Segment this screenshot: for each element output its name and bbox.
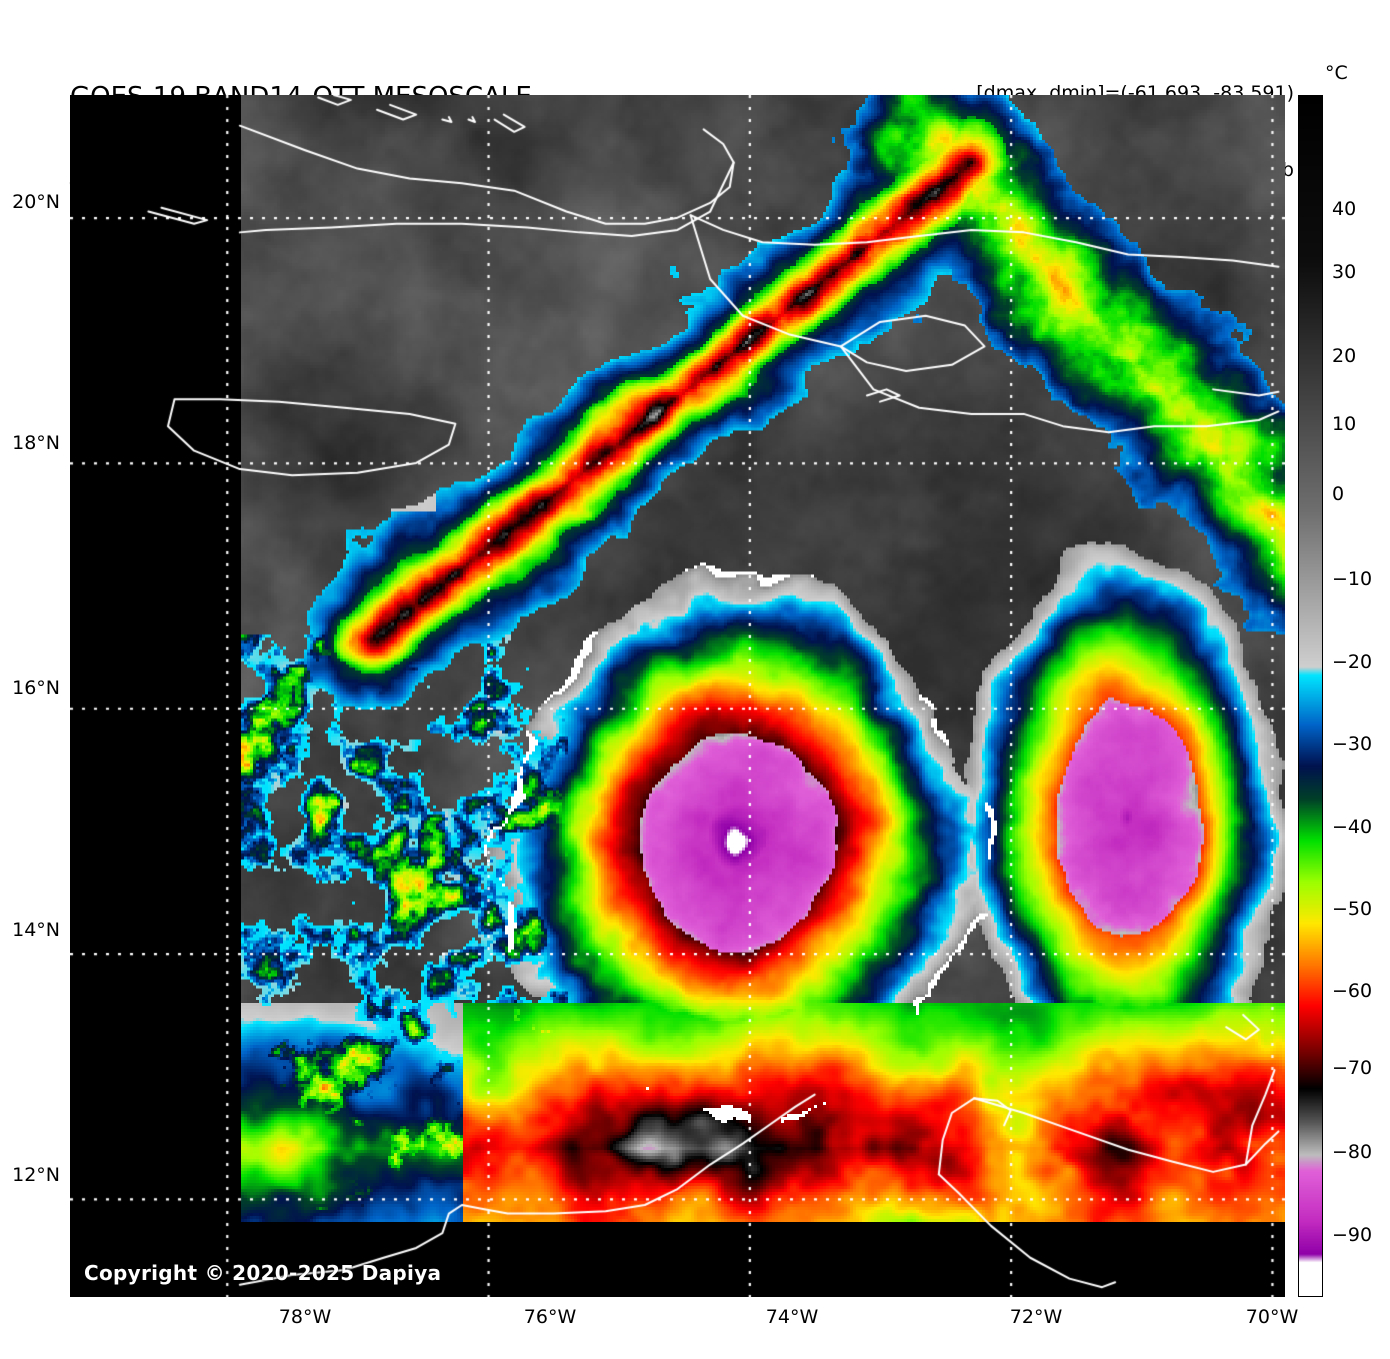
cbar-tick-0: 0 bbox=[1332, 483, 1345, 505]
temperature-colorbar[interactable] bbox=[1298, 95, 1323, 1297]
cbar-tick-m60: −60 bbox=[1332, 980, 1373, 1002]
colorbar-gradient bbox=[1299, 96, 1322, 1296]
infrared-satellite-imagery bbox=[70, 95, 1285, 1297]
cbar-tick-m80: −80 bbox=[1332, 1141, 1373, 1163]
cbar-tick-30: 30 bbox=[1332, 261, 1357, 283]
cbar-tick-m10: −10 bbox=[1332, 568, 1373, 590]
xtick-label-70w: 70°W bbox=[1245, 1306, 1299, 1328]
colorbar-unit-label: °C bbox=[1325, 62, 1348, 84]
cbar-tick-m70: −70 bbox=[1332, 1057, 1373, 1079]
xtick-label-74w: 74°W bbox=[765, 1306, 819, 1328]
cbar-tick-m20: −20 bbox=[1332, 651, 1373, 673]
cbar-tick-m90: −90 bbox=[1332, 1224, 1373, 1246]
xtick-label-72w: 72°W bbox=[1009, 1306, 1063, 1328]
xtick-label-76w: 76°W bbox=[523, 1306, 577, 1328]
cbar-tick-m50: −50 bbox=[1332, 898, 1373, 920]
ytick-label-12n: 12°N bbox=[12, 1164, 60, 1186]
ytick-label-20n: 20°N bbox=[12, 191, 60, 213]
cbar-tick-20: 20 bbox=[1332, 345, 1357, 367]
ytick-label-14n: 14°N bbox=[12, 919, 60, 941]
satellite-image-plot[interactable]: Copyright © 2020-2025 Dapiya bbox=[70, 95, 1285, 1297]
cbar-tick-m30: −30 bbox=[1332, 733, 1373, 755]
cbar-tick-10: 10 bbox=[1332, 413, 1357, 435]
ytick-label-16n: 16°N bbox=[12, 677, 60, 699]
copyright-notice: Copyright © 2020-2025 Dapiya bbox=[84, 1261, 442, 1285]
cbar-tick-m40: −40 bbox=[1332, 816, 1373, 838]
cbar-tick-40: 40 bbox=[1332, 198, 1357, 220]
xtick-label-78w: 78°W bbox=[278, 1306, 332, 1328]
ytick-label-18n: 18°N bbox=[12, 432, 60, 454]
